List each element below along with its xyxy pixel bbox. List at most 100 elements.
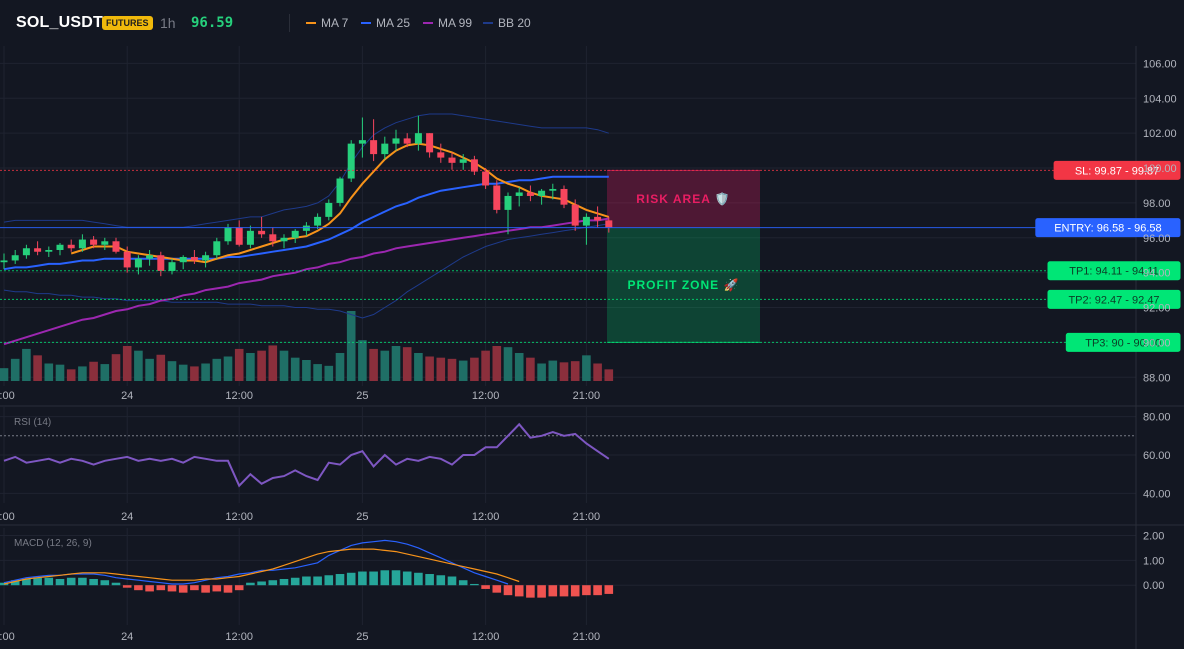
candle-body	[370, 140, 378, 155]
candle-body	[437, 152, 445, 158]
volume-bar	[458, 360, 468, 381]
candle	[146, 250, 154, 266]
symbol-label[interactable]: SOL_USDT	[16, 14, 103, 31]
volume-bar	[246, 353, 255, 381]
macd-histogram-bar	[324, 575, 334, 586]
macd-histogram-bar	[369, 571, 378, 586]
candle-body	[571, 204, 579, 226]
macd-histogram-bar	[201, 585, 210, 593]
macd-histogram-bar	[380, 570, 390, 586]
volume-bar	[0, 368, 9, 381]
volume-bar	[111, 354, 121, 381]
x-tick-label: 25	[356, 631, 368, 643]
macd-histogram-bar	[402, 571, 412, 586]
candle-body	[78, 239, 86, 249]
candle-body	[56, 244, 64, 250]
level-tag	[1035, 218, 1181, 238]
candle	[392, 129, 400, 151]
level-tag	[1047, 289, 1181, 309]
candle	[437, 143, 445, 163]
volume-bar	[78, 366, 87, 381]
candle-body	[560, 188, 568, 205]
volume-bar	[548, 360, 558, 381]
candle	[526, 185, 534, 202]
candle	[582, 213, 590, 245]
candle-body	[11, 255, 19, 261]
macd-histogram-bar	[514, 585, 524, 597]
macd-histogram-bar	[33, 577, 42, 586]
y-tick-label: 96.00	[1143, 233, 1171, 245]
candle	[493, 180, 501, 214]
legend-label-bb20: BB 20	[498, 16, 531, 30]
x-tick-label: 24	[121, 631, 133, 643]
candle-body	[526, 192, 534, 196]
macd-histogram-bar	[302, 576, 311, 586]
volume-bar	[290, 357, 300, 381]
macd-histogram-bar	[559, 585, 569, 597]
candle-body	[280, 237, 288, 242]
candle-body	[302, 225, 310, 231]
volume-bar	[212, 358, 222, 381]
level-tag-text: TP3: 90 - 90.00	[1085, 337, 1161, 349]
candle	[269, 227, 277, 247]
legend-ma25[interactable]: MA 25	[361, 16, 410, 30]
candle	[90, 236, 98, 249]
x-tick-label: 24	[121, 511, 133, 523]
rsi-y-tick-label: 60.00	[1143, 450, 1171, 462]
candle-body	[594, 216, 602, 221]
level-tag-text: TP1: 94.11 - 94.11	[1069, 266, 1158, 278]
legend-swatch-ma7	[306, 22, 316, 24]
macd-line	[3, 539, 509, 585]
volume-bar	[190, 366, 199, 381]
profit-zone	[607, 227, 760, 343]
macd-histogram-bar	[122, 585, 132, 588]
y-tick-label: 88.00	[1143, 372, 1171, 384]
candle	[571, 199, 579, 231]
volume-bar	[122, 346, 132, 381]
volume-bar	[234, 348, 244, 381]
x-tick-label: 2:00	[0, 511, 15, 523]
candle-body	[246, 230, 254, 245]
candle-body	[325, 202, 333, 217]
volume-bar	[436, 357, 446, 381]
legend-ma7[interactable]: MA 7	[306, 16, 348, 30]
macd-histogram-bar	[89, 578, 98, 586]
candle-body	[336, 178, 344, 203]
level-tag-text: TP2: 92.47 - 92.47	[1068, 294, 1159, 306]
axes: 88.00 90.00 92.00 94.00 96.00 98.00 100.00 102.…	[0, 58, 1177, 643]
candle-body	[347, 143, 355, 179]
candle	[370, 119, 378, 162]
current-price: 96.59	[191, 15, 234, 31]
macd-histogram-bar	[537, 585, 546, 598]
candlesticks[interactable]	[0, 115, 613, 277]
volume-bar	[470, 357, 479, 381]
y-tick-label: 94.00	[1143, 268, 1171, 280]
macd-histogram-bar	[268, 580, 278, 586]
legend-ma99[interactable]: MA 99	[423, 16, 472, 30]
legend-swatch-ma99	[423, 22, 433, 24]
macd-histogram-bar	[290, 577, 300, 586]
candle-body	[202, 255, 210, 261]
risk-area-label: RISK AREA 🛡️	[636, 192, 730, 206]
bb-lower-line	[3, 223, 609, 319]
bollinger-bands	[3, 113, 609, 319]
volume-bar	[358, 340, 367, 381]
volume-bar	[156, 354, 166, 381]
candle-body	[582, 216, 590, 226]
timeframe-label[interactable]: 1h	[160, 15, 176, 31]
candle	[56, 243, 64, 256]
trade-zones: RISK AREA 🛡️ PROFIT ZONE 🚀	[607, 169, 760, 343]
volume-bar	[380, 350, 390, 381]
macd-histogram-bar	[425, 574, 434, 586]
volume-bar	[582, 355, 591, 381]
price-levels[interactable]: SL: 99.87 - 99.87 ENTRY: 96.58 - 96.58 TP1…	[0, 160, 1181, 352]
macd-histogram-bar	[358, 571, 367, 586]
legend-bb20[interactable]: BB 20	[483, 16, 531, 30]
candle-body	[549, 188, 557, 191]
macd-histogram-bar	[66, 577, 76, 586]
candle	[482, 168, 490, 189]
candle-body	[291, 230, 299, 238]
volume-bar	[22, 348, 31, 381]
candle-body	[381, 143, 389, 155]
